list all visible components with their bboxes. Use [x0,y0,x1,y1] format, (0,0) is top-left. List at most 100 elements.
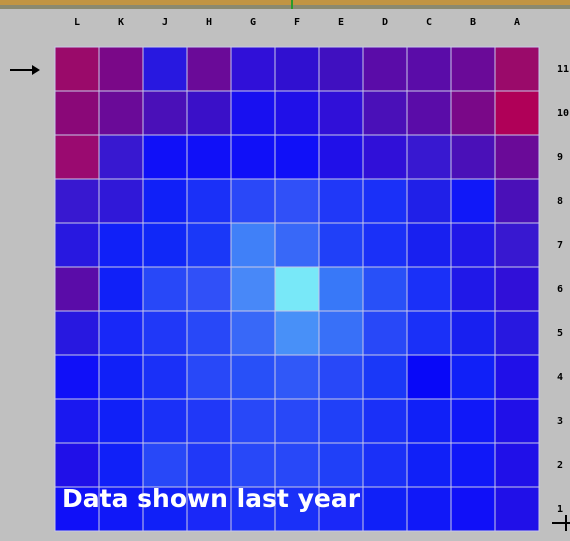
column-arrow [552,515,570,531]
cell [98,90,144,136]
cell [230,310,276,356]
cell [406,398,452,444]
cell [230,442,276,488]
cell [494,90,540,136]
cell [230,486,276,532]
cell [230,354,276,400]
cell [318,266,364,312]
cell [142,46,188,92]
cell [54,134,100,180]
cell [230,134,276,180]
column-label: D [382,17,388,28]
cell [142,354,188,400]
cell [54,178,100,224]
cell [362,310,408,356]
cell [362,354,408,400]
column-label: G [250,17,256,28]
cell [406,310,452,356]
cell [186,442,232,488]
cell [274,398,320,444]
cell [54,354,100,400]
row-arrow [10,65,40,75]
cell [54,442,100,488]
cell [54,266,100,312]
cell [362,134,408,180]
cell [186,266,232,312]
cell [142,266,188,312]
cell [406,134,452,180]
cell [186,354,232,400]
cell [142,442,188,488]
cell [450,398,496,444]
cell [406,442,452,488]
cell [186,178,232,224]
cell [494,442,540,488]
cell [186,310,232,356]
cell [362,222,408,268]
column-label: E [338,17,344,28]
cell [54,222,100,268]
cell [494,222,540,268]
cell [318,354,364,400]
cell [54,90,100,136]
column-label: B [470,17,476,28]
row-label: 8 [557,196,563,207]
cell [186,134,232,180]
cell [318,486,364,532]
cell [186,398,232,444]
cell [450,178,496,224]
cell [318,46,364,92]
cell [98,266,144,312]
cell [362,266,408,312]
row-label: 11 [557,64,569,75]
cell [494,486,540,532]
cell [54,486,100,532]
cell [318,134,364,180]
cell [142,398,188,444]
cell [450,222,496,268]
cell [274,354,320,400]
cell [142,134,188,180]
cell [98,398,144,444]
row-label: 1 [557,504,563,515]
column-label: H [206,17,212,28]
cell [494,266,540,312]
column-label: K [118,17,124,28]
cell [494,310,540,356]
column-label: F [294,17,300,28]
cell [318,178,364,224]
overlay-text: Data shown last year [62,484,361,513]
cell [450,486,496,532]
cell [98,46,144,92]
column-label: A [514,17,520,28]
cell [98,442,144,488]
cell [98,354,144,400]
cell [54,398,100,444]
cell [494,398,540,444]
cell [450,90,496,136]
cell [186,46,232,92]
cell [54,46,100,92]
row-label: 5 [557,328,563,339]
cell [274,486,320,532]
cell [362,486,408,532]
cell [406,266,452,312]
cell [98,134,144,180]
cell [54,310,100,356]
cell [406,222,452,268]
cell [362,90,408,136]
cell [230,46,276,92]
cell [98,310,144,356]
column-label: C [426,17,432,28]
column-label: J [162,17,168,28]
cell [142,222,188,268]
cell [98,178,144,224]
cell [318,310,364,356]
cell [450,354,496,400]
cell [230,222,276,268]
cell [98,222,144,268]
cell [318,222,364,268]
cell [318,398,364,444]
cell [230,90,276,136]
cell [406,178,452,224]
